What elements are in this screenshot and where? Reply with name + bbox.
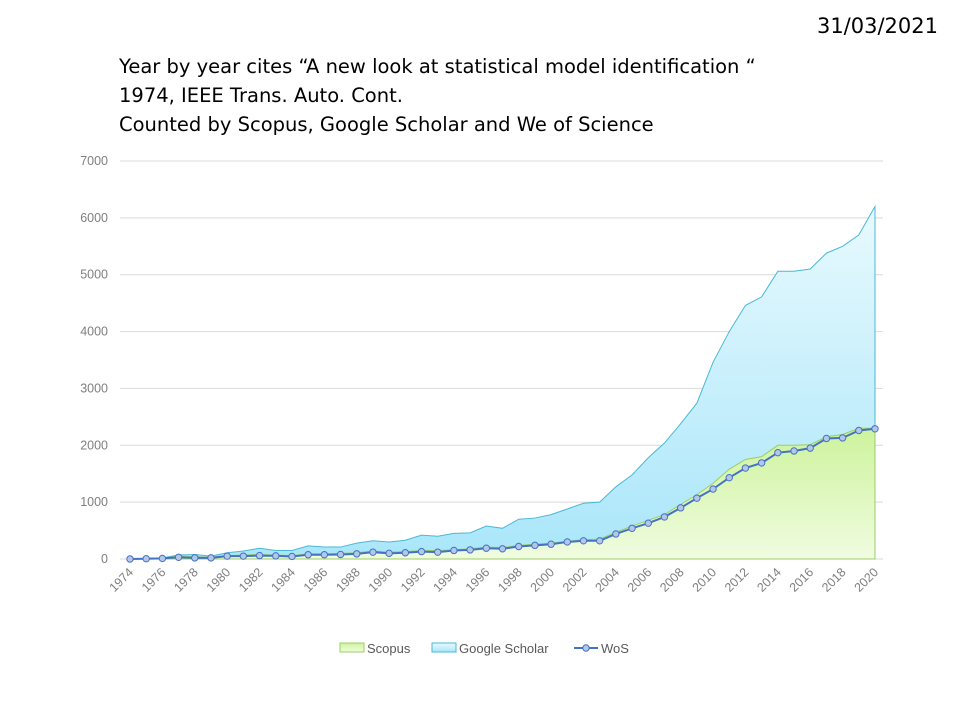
wos-series xyxy=(126,425,879,563)
wos-point xyxy=(336,550,345,559)
wos-point xyxy=(434,548,442,556)
x-tick-label: 1974 xyxy=(107,565,137,595)
wos-point xyxy=(693,494,701,502)
y-tick-label: 5000 xyxy=(80,268,108,282)
x-tick-label: 1984 xyxy=(269,565,299,595)
wos-point xyxy=(288,552,296,561)
wos-point xyxy=(450,546,458,555)
wos-point xyxy=(353,550,361,558)
wos-point xyxy=(369,548,377,556)
x-tick-label: 2006 xyxy=(625,565,655,595)
title-line-3: Counted by Scopus, Google Scholar and We… xyxy=(119,113,654,136)
title-line-1: Year by year cites “A new look at statis… xyxy=(119,55,756,78)
x-tick-label: 2002 xyxy=(560,565,590,595)
wos-point xyxy=(612,530,620,538)
x-tick-label: 1996 xyxy=(463,565,493,595)
wos-point xyxy=(320,551,329,559)
wos-point xyxy=(385,549,393,558)
wos-point xyxy=(142,555,150,563)
x-tick-label: 2012 xyxy=(722,565,752,595)
wos-point xyxy=(482,544,491,552)
wos-point xyxy=(466,546,474,554)
x-axis-ticks: 1974 1976 1978 1980 1982 1984 1986 1988 1990 1992… xyxy=(107,565,882,595)
x-tick-label: 1978 xyxy=(171,565,201,595)
wos-point xyxy=(774,448,782,457)
wos-point xyxy=(838,434,847,442)
series-areas xyxy=(129,204,876,560)
y-tick-label: 6000 xyxy=(80,211,108,225)
legend-swatch xyxy=(431,642,457,653)
legend: Scopus Google Scholar WoS xyxy=(339,641,629,656)
wos-point xyxy=(660,513,669,521)
wos-point xyxy=(126,555,134,563)
wos-point xyxy=(644,519,652,527)
wos-point xyxy=(223,552,231,560)
wos-point xyxy=(709,485,717,493)
legend-label: WoS xyxy=(601,641,629,656)
wos-point xyxy=(806,444,814,452)
wos-point xyxy=(547,540,555,548)
x-tick-label: 2008 xyxy=(657,565,687,595)
wos-point xyxy=(676,504,685,512)
wos-point xyxy=(855,426,863,435)
x-tick-label: 1992 xyxy=(398,565,428,595)
wos-point xyxy=(239,552,248,560)
wos-point xyxy=(628,524,636,532)
wos-point xyxy=(725,473,733,482)
x-tick-label: 2004 xyxy=(592,565,622,595)
wos-point xyxy=(272,552,280,560)
wos-point xyxy=(255,551,264,560)
y-tick-label: 3000 xyxy=(80,381,108,395)
chart-title: Year by year cites “A new look at statis… xyxy=(119,52,756,139)
wos-point xyxy=(191,554,199,562)
series-area-google-scholar xyxy=(129,204,876,560)
x-tick-label: 1982 xyxy=(236,565,266,595)
x-tick-label: 2018 xyxy=(819,565,849,595)
x-tick-label: 1980 xyxy=(204,565,234,595)
y-tick-label: 1000 xyxy=(80,495,108,509)
y-tick-label: 2000 xyxy=(80,438,108,452)
wos-point xyxy=(822,434,831,443)
x-tick-label: 2010 xyxy=(690,565,720,595)
wos-point xyxy=(514,542,523,551)
y-tick-label: 4000 xyxy=(80,325,108,339)
date-label: 31/03/2021 xyxy=(816,14,938,38)
y-tick-label: 7000 xyxy=(80,154,108,168)
wos-point xyxy=(498,545,507,553)
x-tick-label: 2000 xyxy=(528,565,558,595)
wos-point xyxy=(757,459,766,467)
x-tick-label: 1990 xyxy=(366,565,396,595)
wos-point xyxy=(174,553,183,561)
legend-swatch xyxy=(339,642,365,653)
x-tick-label: 1988 xyxy=(333,565,363,595)
wos-point xyxy=(563,538,571,546)
wos-point xyxy=(304,551,312,559)
legend-marker xyxy=(582,644,590,652)
title-line-2: 1974, IEEE Trans. Auto. Cont. xyxy=(119,84,403,107)
legend-label: Google Scholar xyxy=(459,641,549,656)
wos-point xyxy=(595,537,604,545)
x-tick-label: 2016 xyxy=(787,565,817,595)
y-axis-ticks: 0 1000 2000 3000 4000 5000 6000 7000 xyxy=(80,154,108,566)
x-tick-label: 1998 xyxy=(495,565,525,595)
wos-point xyxy=(871,425,879,433)
wos-point xyxy=(741,464,750,472)
wos-point xyxy=(207,554,215,562)
wos-point xyxy=(401,549,410,557)
wos-point xyxy=(417,547,426,556)
legend-label: Scopus xyxy=(367,641,411,656)
wos-point xyxy=(531,541,539,550)
x-tick-label: 1986 xyxy=(301,565,331,595)
x-tick-label: 2020 xyxy=(852,565,882,595)
y-tick-label: 0 xyxy=(101,552,108,566)
wos-point xyxy=(579,537,588,545)
x-tick-label: 1976 xyxy=(139,565,169,595)
wos-point xyxy=(158,554,167,563)
x-tick-label: 2014 xyxy=(754,565,784,595)
wos-point xyxy=(790,447,798,455)
x-tick-label: 1994 xyxy=(430,565,460,595)
